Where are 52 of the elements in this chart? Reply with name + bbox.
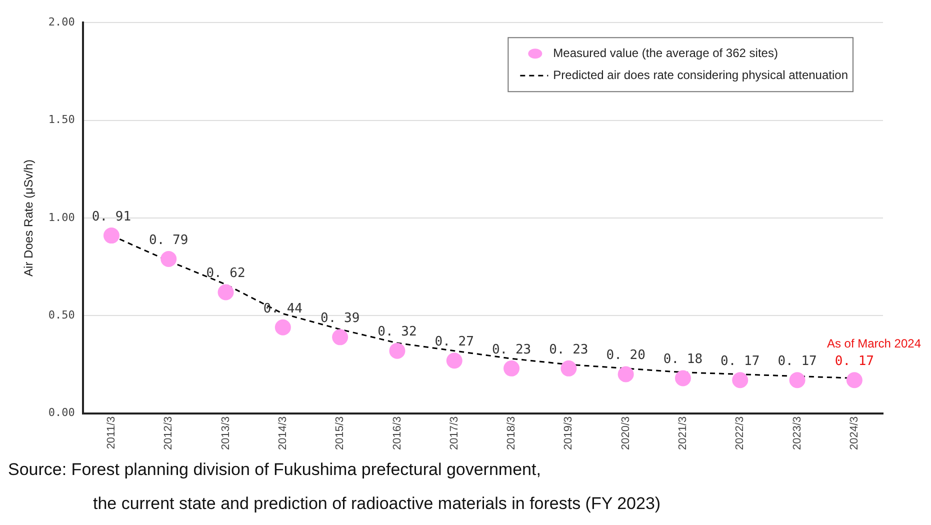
point xyxy=(160,251,177,268)
point xyxy=(446,352,462,369)
data-label: 0. 17 xyxy=(778,354,817,370)
x-tick-label: 2021/3 xyxy=(677,416,690,450)
data-label: 0. 62 xyxy=(206,266,246,282)
x-tick-label: 2015/3 xyxy=(334,416,346,450)
data-label: 0. 20 xyxy=(606,348,646,364)
point xyxy=(218,284,234,300)
y-tick-label: 0.00 xyxy=(48,406,75,420)
x-tick-label: 2020/3 xyxy=(620,416,632,450)
data-label: 0. 18 xyxy=(663,352,703,368)
y-tick-label: 0.50 xyxy=(48,308,75,322)
point xyxy=(732,372,748,388)
x-tick-label: 2024/3 xyxy=(848,416,860,450)
point xyxy=(618,366,634,382)
data-label: 0. 17 xyxy=(834,354,874,370)
point xyxy=(389,342,406,359)
point xyxy=(332,329,348,346)
data-label: 0. 27 xyxy=(434,334,474,350)
point xyxy=(103,228,120,244)
point xyxy=(274,319,291,336)
data-label: 0. 39 xyxy=(320,311,360,326)
point xyxy=(674,370,691,386)
legend-label: Measured value (the average of 362 sites) xyxy=(553,46,778,60)
point xyxy=(846,372,862,388)
source-note: Source: Forest planning division of Fukushima prefectural government, the current state and prediction of radioactive materials in forests (FY 2023) xyxy=(8,459,662,515)
legend-label: Predicted air does rate considering physical attenuation xyxy=(553,68,848,82)
x-tick-label: 2023/3 xyxy=(791,416,804,450)
y-tick-label: 1.50 xyxy=(48,113,75,126)
x-tick-label: 2022/3 xyxy=(734,416,746,450)
data-label: 0. 79 xyxy=(149,232,188,248)
x-tick-label: 2019/3 xyxy=(562,416,575,450)
data-label: 0. 44 xyxy=(263,301,303,316)
y-tick-label: 2.00 xyxy=(48,15,75,28)
x-tick-label: 2016/3 xyxy=(391,416,404,450)
point xyxy=(504,360,520,376)
x-tick-label: 2011/3 xyxy=(105,416,118,450)
y-axis-title: Air Does Rate (μSv/h) xyxy=(22,160,36,276)
point xyxy=(789,372,806,388)
data-label: 0. 23 xyxy=(549,342,588,358)
data-label: 0. 32 xyxy=(378,324,417,340)
x-tick-label: 2012/3 xyxy=(162,416,175,450)
annotation: As of March 2024 xyxy=(826,336,922,350)
data-label: 0. 17 xyxy=(720,354,760,370)
x-tick-label: 2017/3 xyxy=(448,416,460,450)
point xyxy=(560,360,577,376)
y-tick-label: 1.00 xyxy=(48,210,75,224)
x-tick-label: 2014/3 xyxy=(276,416,289,450)
data-label: 0. 23 xyxy=(492,342,532,358)
data-label: 0. 91 xyxy=(92,209,132,224)
x-tick-label: 2013/3 xyxy=(220,416,232,450)
x-tick-label: 2018/3 xyxy=(506,416,518,450)
